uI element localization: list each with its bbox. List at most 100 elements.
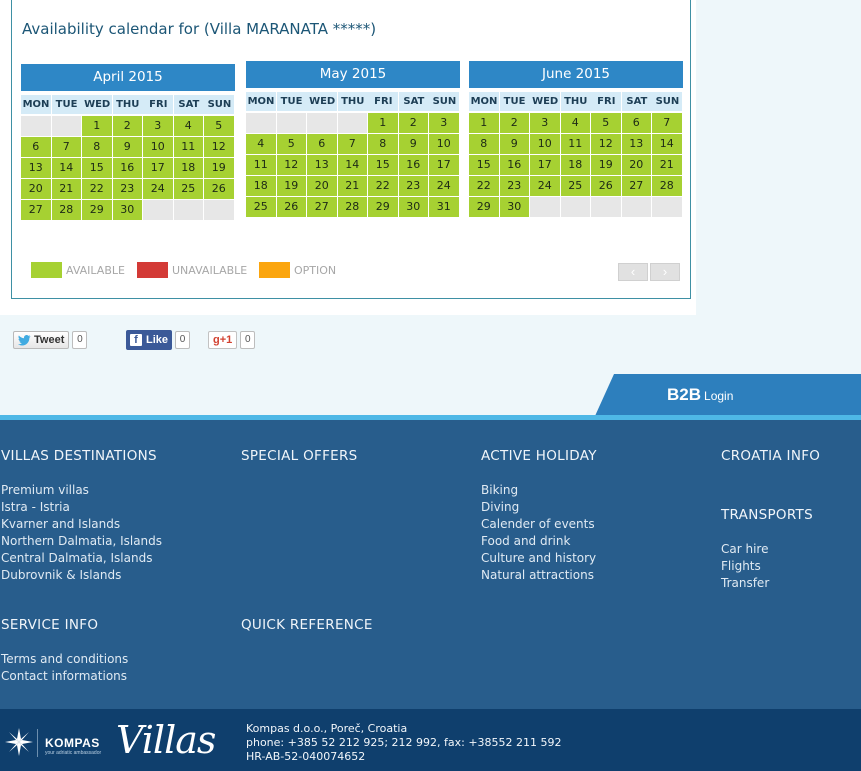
day-cell[interactable]: 5 — [276, 134, 306, 154]
day-cell[interactable]: 29 — [368, 197, 398, 217]
footer-link[interactable]: Dubrovnik & Islands — [1, 568, 122, 582]
day-cell[interactable]: 3 — [143, 116, 173, 136]
day-cell[interactable]: 29 — [82, 200, 112, 220]
footer-heading[interactable]: TRANSPORTS — [721, 507, 813, 523]
day-cell[interactable]: 25 — [246, 197, 276, 217]
day-cell[interactable]: 28 — [337, 197, 367, 217]
day-cell[interactable]: 27 — [307, 197, 337, 217]
footer-link[interactable]: Calender of events — [481, 517, 595, 531]
day-cell[interactable]: 22 — [469, 176, 499, 196]
footer-link[interactable]: Food and drink — [481, 534, 571, 548]
day-cell[interactable]: 19 — [591, 155, 621, 175]
footer-link[interactable]: Kvarner and Islands — [1, 517, 121, 531]
day-cell[interactable]: 22 — [82, 179, 112, 199]
day-cell[interactable]: 15 — [469, 155, 499, 175]
footer-link[interactable]: Natural attractions — [481, 568, 594, 582]
tweet-button[interactable]: Tweet — [13, 331, 70, 349]
footer-link[interactable]: Contact informations — [1, 669, 128, 683]
day-cell[interactable]: 25 — [173, 179, 203, 199]
footer-link[interactable]: Flights — [721, 559, 761, 573]
day-cell[interactable]: 4 — [560, 113, 590, 133]
day-cell[interactable]: 7 — [51, 137, 81, 157]
day-cell[interactable]: 30 — [398, 197, 428, 217]
footer-link[interactable]: Northern Dalmatia, Islands — [1, 534, 163, 548]
footer-link[interactable]: Car hire — [721, 542, 769, 556]
day-cell[interactable]: 29 — [469, 197, 499, 217]
google-plus-button[interactable]: g+1 — [208, 331, 238, 349]
day-cell[interactable]: 14 — [652, 134, 682, 154]
day-cell[interactable]: 20 — [621, 155, 651, 175]
day-cell[interactable]: 8 — [469, 134, 499, 154]
footer-heading[interactable]: ACTIVE HOLIDAY — [481, 448, 597, 464]
day-cell[interactable]: 8 — [82, 137, 112, 157]
day-cell[interactable]: 4 — [173, 116, 203, 136]
footer-link[interactable]: Central Dalmatia, Islands — [1, 551, 153, 565]
footer-heading[interactable]: VILLAS DESTINATIONS — [1, 448, 157, 464]
footer-link[interactable]: Terms and conditions — [1, 652, 129, 666]
footer-link[interactable]: Biking — [481, 483, 519, 497]
day-cell[interactable]: 6 — [621, 113, 651, 133]
day-cell[interactable]: 23 — [499, 176, 529, 196]
day-cell[interactable]: 1 — [368, 113, 398, 133]
day-cell[interactable]: 2 — [398, 113, 428, 133]
day-cell[interactable]: 19 — [204, 158, 234, 178]
day-cell[interactable]: 21 — [51, 179, 81, 199]
footer-link[interactable]: Istra - Istria — [1, 500, 70, 514]
day-cell[interactable]: 11 — [246, 155, 276, 175]
day-cell[interactable]: 20 — [21, 179, 51, 199]
day-cell[interactable]: 24 — [530, 176, 560, 196]
day-cell[interactable]: 6 — [21, 137, 51, 157]
day-cell[interactable]: 17 — [429, 155, 459, 175]
b2b-login-link[interactable]: B2B Login — [667, 385, 733, 405]
day-cell[interactable]: 1 — [469, 113, 499, 133]
day-cell[interactable]: 8 — [368, 134, 398, 154]
day-cell[interactable]: 24 — [429, 176, 459, 196]
day-cell[interactable]: 12 — [276, 155, 306, 175]
day-cell[interactable]: 16 — [398, 155, 428, 175]
day-cell[interactable]: 16 — [499, 155, 529, 175]
footer-link[interactable]: Premium villas — [1, 483, 89, 497]
day-cell[interactable]: 16 — [112, 158, 142, 178]
day-cell[interactable]: 13 — [621, 134, 651, 154]
day-cell[interactable]: 22 — [368, 176, 398, 196]
day-cell[interactable]: 20 — [307, 176, 337, 196]
day-cell[interactable]: 15 — [368, 155, 398, 175]
day-cell[interactable]: 13 — [307, 155, 337, 175]
footer-heading[interactable]: QUICK REFERENCE — [241, 617, 373, 633]
day-cell[interactable]: 27 — [21, 200, 51, 220]
footer-heading[interactable]: SERVICE INFO — [1, 617, 99, 633]
day-cell[interactable]: 26 — [276, 197, 306, 217]
day-cell[interactable]: 26 — [204, 179, 234, 199]
day-cell[interactable]: 2 — [499, 113, 529, 133]
day-cell[interactable]: 1 — [82, 116, 112, 136]
day-cell[interactable]: 2 — [112, 116, 142, 136]
day-cell[interactable]: 18 — [246, 176, 276, 196]
day-cell[interactable]: 10 — [530, 134, 560, 154]
day-cell[interactable]: 9 — [398, 134, 428, 154]
day-cell[interactable]: 11 — [560, 134, 590, 154]
day-cell[interactable]: 19 — [276, 176, 306, 196]
day-cell[interactable]: 26 — [591, 176, 621, 196]
day-cell[interactable]: 28 — [652, 176, 682, 196]
day-cell[interactable]: 14 — [51, 158, 81, 178]
facebook-like-button[interactable]: f Like — [126, 330, 173, 350]
day-cell[interactable]: 23 — [112, 179, 142, 199]
day-cell[interactable]: 17 — [143, 158, 173, 178]
day-cell[interactable]: 21 — [337, 176, 367, 196]
day-cell[interactable]: 12 — [204, 137, 234, 157]
day-cell[interactable]: 13 — [21, 158, 51, 178]
day-cell[interactable]: 10 — [429, 134, 459, 154]
day-cell[interactable]: 17 — [530, 155, 560, 175]
day-cell[interactable]: 6 — [307, 134, 337, 154]
footer-link[interactable]: Transfer — [721, 576, 770, 590]
day-cell[interactable]: 14 — [337, 155, 367, 175]
day-cell[interactable]: 9 — [112, 137, 142, 157]
footer-link[interactable]: Culture and history — [481, 551, 597, 565]
day-cell[interactable]: 9 — [499, 134, 529, 154]
day-cell[interactable]: 27 — [621, 176, 651, 196]
day-cell[interactable]: 18 — [173, 158, 203, 178]
day-cell[interactable]: 7 — [337, 134, 367, 154]
day-cell[interactable]: 25 — [560, 176, 590, 196]
day-cell[interactable]: 30 — [112, 200, 142, 220]
day-cell[interactable]: 10 — [143, 137, 173, 157]
